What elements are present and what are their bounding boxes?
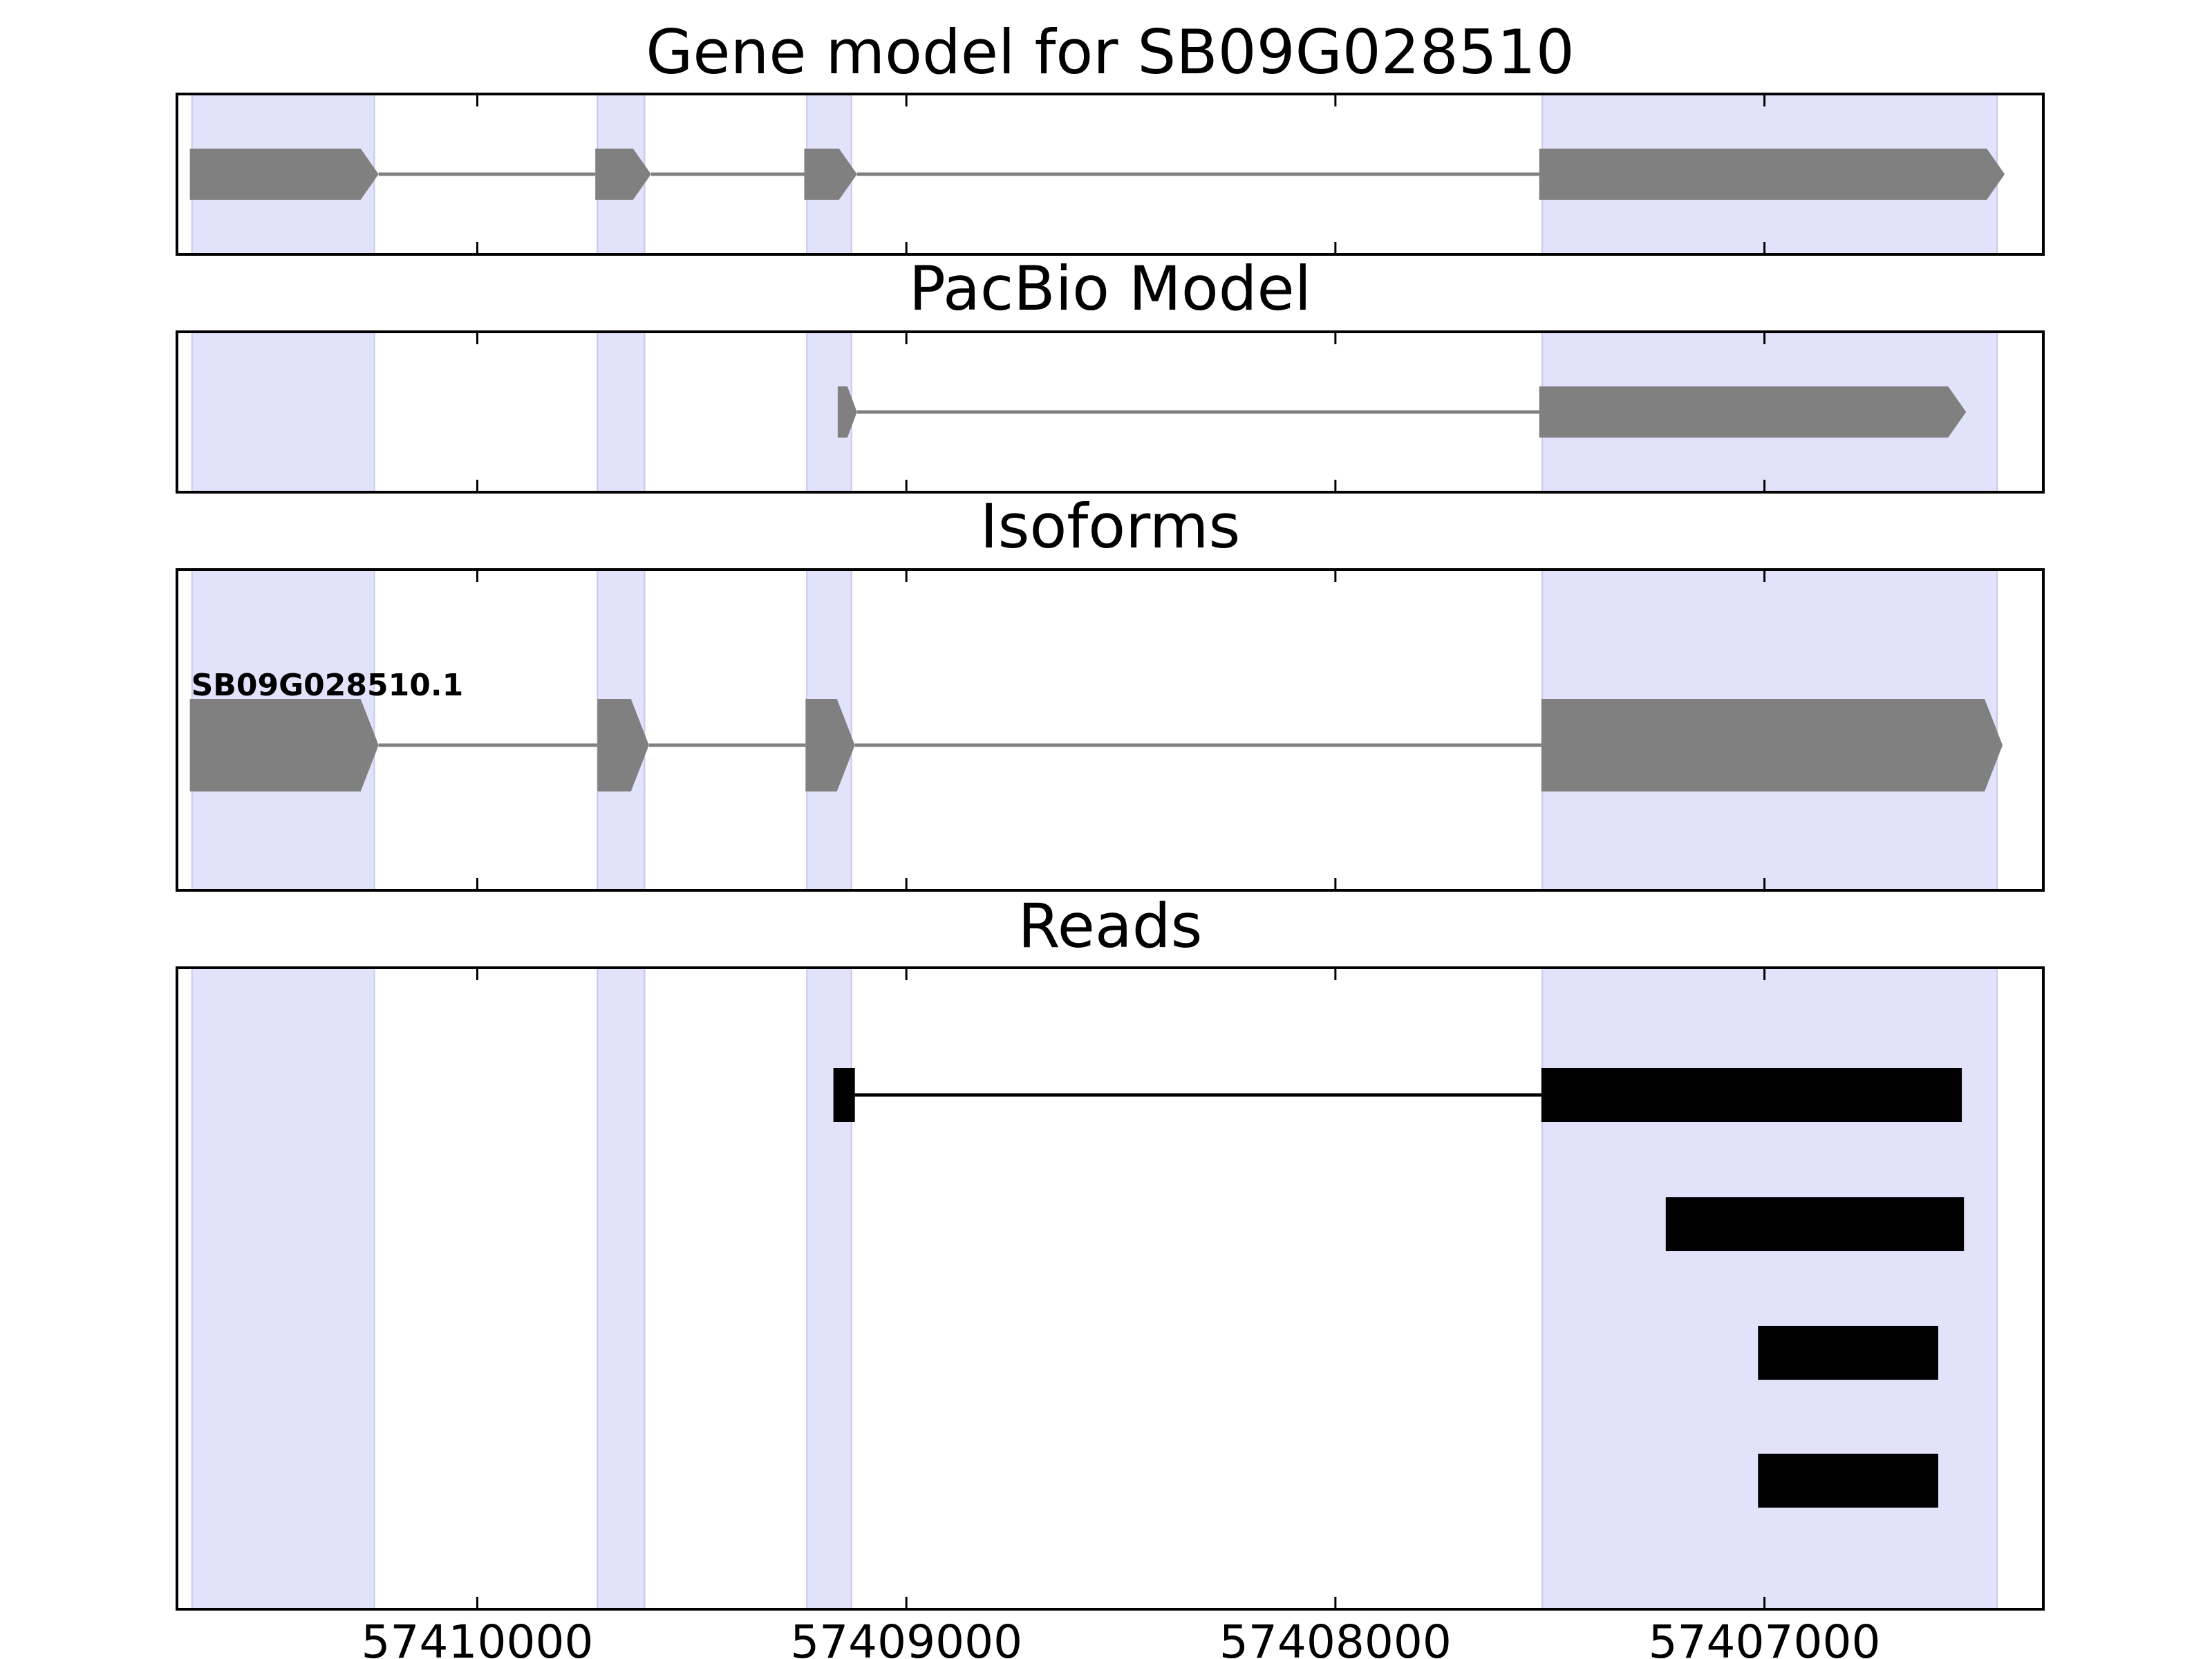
exon-band: [191, 967, 375, 1610]
pacbio-model-title: PacBio Model: [909, 253, 1311, 324]
read-block: [1665, 1197, 1965, 1251]
gene-model-panel: Gene model for SB09G028510: [176, 17, 2045, 256]
x-tick-label: 57407000: [1649, 1615, 1881, 1659]
reads-panel: Reads: [176, 890, 2045, 1611]
isoforms-title: Isoforms: [980, 491, 1241, 562]
read-track: [833, 1068, 1962, 1122]
read-block: [1541, 1068, 1962, 1122]
pacbio-model-frame: [176, 330, 2045, 494]
exon-band: [191, 331, 375, 493]
read-track: [1758, 1326, 1938, 1380]
exon-band: [597, 967, 646, 1610]
exon-arrow: [189, 699, 379, 791]
x-tick-label: 57408000: [1219, 1615, 1452, 1659]
x-tick-label: 57409000: [790, 1615, 1022, 1659]
isoform-label: SB09G028510.1: [191, 668, 464, 703]
transcript-track: [189, 149, 2005, 200]
exon-band: [806, 967, 852, 1610]
transcript-track: [837, 386, 1967, 438]
reads-title: Reads: [1018, 890, 1203, 962]
exon-band: [597, 331, 646, 493]
gene-model-frame: [176, 93, 2045, 256]
isoforms-frame: [176, 568, 2045, 892]
transcript-track: SB09G028510.1: [189, 668, 2003, 791]
exon-arrow: [597, 699, 649, 791]
exon-arrow: [1541, 699, 2003, 791]
isoforms-panel: Isoforms SB09G028510.1: [176, 491, 2045, 892]
read-block: [1758, 1454, 1938, 1508]
exon-arrow: [837, 386, 857, 438]
reads-frame: [176, 966, 2045, 1611]
exon-band: [1541, 967, 1998, 1610]
exon-arrow: [1539, 386, 1967, 438]
exon-arrow: [595, 149, 651, 200]
exon-arrow: [804, 149, 857, 200]
read-track: [1758, 1454, 1938, 1508]
x-tick-label: 57410000: [362, 1615, 594, 1659]
pacbio-model-panel: PacBio Model: [176, 253, 2045, 494]
exon-arrow: [1539, 149, 2005, 200]
gene-model-title: Gene model for SB09G028510: [646, 17, 1575, 88]
read-track: [1665, 1197, 1965, 1251]
read-block: [1758, 1326, 1938, 1380]
read-block: [833, 1068, 855, 1122]
exon-arrow: [189, 149, 379, 200]
exon-arrow: [805, 699, 855, 791]
x-axis: 57410000 57409000 57408000 57407000: [362, 1615, 1881, 1659]
